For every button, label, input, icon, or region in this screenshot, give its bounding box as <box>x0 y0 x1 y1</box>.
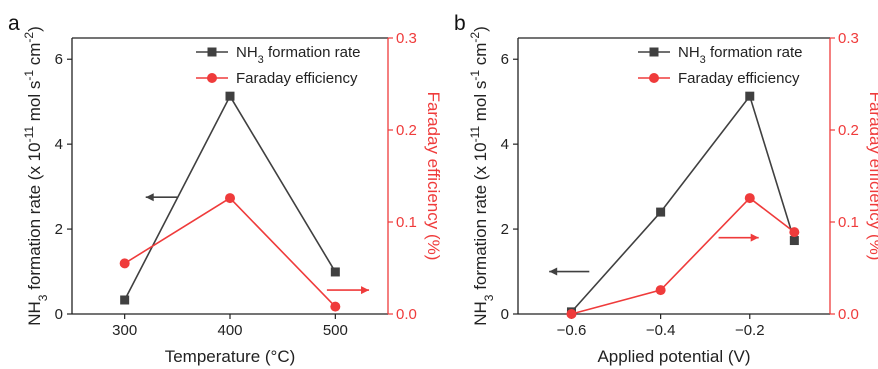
legend-fe-label: Faraday efficiency <box>678 70 800 87</box>
legend-fe-label: Faraday efficiency <box>236 70 358 87</box>
y-tick-label: 4 <box>501 136 509 153</box>
y2-tick-label: 0.2 <box>838 122 859 139</box>
rate-data-point <box>330 267 340 277</box>
y-tick-label: 0 <box>501 306 509 323</box>
arrow-head <box>361 286 370 295</box>
x-tick-label: 400 <box>217 322 242 339</box>
x-axis-title: Temperature (°C) <box>165 347 296 366</box>
legend-rate-label: NH3 formation rate <box>678 44 803 66</box>
arrow-head <box>549 267 558 276</box>
fe-data-point <box>119 258 130 269</box>
y-tick-label: 0 <box>55 306 63 323</box>
y2-tick-label: 0.2 <box>396 122 417 139</box>
y-axis-title: NH3 formation rate (x 10-11 mol s-1 cm-2… <box>468 26 496 326</box>
y2-tick-label: 0.3 <box>396 30 417 47</box>
fe-data-point <box>789 227 800 238</box>
legend-fe-marker <box>649 73 659 83</box>
x-tick-label: 500 <box>323 322 348 339</box>
fe-data-point <box>225 193 235 204</box>
y-tick-label: 4 <box>55 136 63 153</box>
fe-data-point <box>566 309 577 319</box>
arrow-head <box>145 193 154 202</box>
legend-rate-marker <box>649 47 659 57</box>
y2-tick-label: 0.0 <box>396 306 417 323</box>
panel-label: a <box>8 12 20 35</box>
y2-tick-label: 0.3 <box>838 30 859 47</box>
panel-label: b <box>454 12 466 35</box>
fe-data-point <box>655 285 666 296</box>
rate-data-point <box>745 91 755 101</box>
x-tick-label: −0.6 <box>557 322 587 339</box>
fe-series-line <box>571 197 795 315</box>
rate-data-point <box>789 236 799 246</box>
y-axis-title: NH3 formation rate (x 10-11 mol s-1 cm-2… <box>22 26 50 326</box>
x-axis-title: Applied potential (V) <box>597 347 750 366</box>
y2-tick-label: 0.0 <box>838 306 859 323</box>
y-tick-label: 6 <box>55 51 63 68</box>
rate-data-point <box>225 91 235 101</box>
y2-tick-label: 0.1 <box>838 214 859 231</box>
legend-rate-label: NH3 formation rate <box>236 44 361 66</box>
y-tick-label: 2 <box>55 221 63 238</box>
chart-panel-a: 300 400 500 0 2 4 6 0.0 0.1 0.2 0.3 a Temperature (°… <box>8 12 443 366</box>
x-tick-label: −0.4 <box>646 322 676 339</box>
legend-fe-marker <box>207 73 217 83</box>
y2-axis-title: Faraday efficiency (%) <box>424 92 443 261</box>
fe-series-line <box>124 197 336 308</box>
legend-rate-marker <box>207 47 217 57</box>
rate-series-line <box>570 94 796 313</box>
chart-panel-b: −0.6 −0.4 −0.2 0 2 4 6 0.0 0.1 0.2 0.3 b Applied pot… <box>454 12 878 366</box>
y2-tick-label: 0.1 <box>396 214 417 231</box>
fe-data-point <box>330 301 341 312</box>
fe-data-point <box>744 193 755 204</box>
arrow-head <box>750 233 759 242</box>
x-tick-label: −0.2 <box>735 322 765 339</box>
y-tick-label: 6 <box>501 51 509 68</box>
y2-axis-title: Faraday efficiency (%) <box>866 92 878 261</box>
rate-data-point <box>656 207 666 217</box>
x-tick-label: 300 <box>112 322 137 339</box>
rate-data-point <box>120 295 130 305</box>
y-tick-label: 2 <box>501 221 509 238</box>
